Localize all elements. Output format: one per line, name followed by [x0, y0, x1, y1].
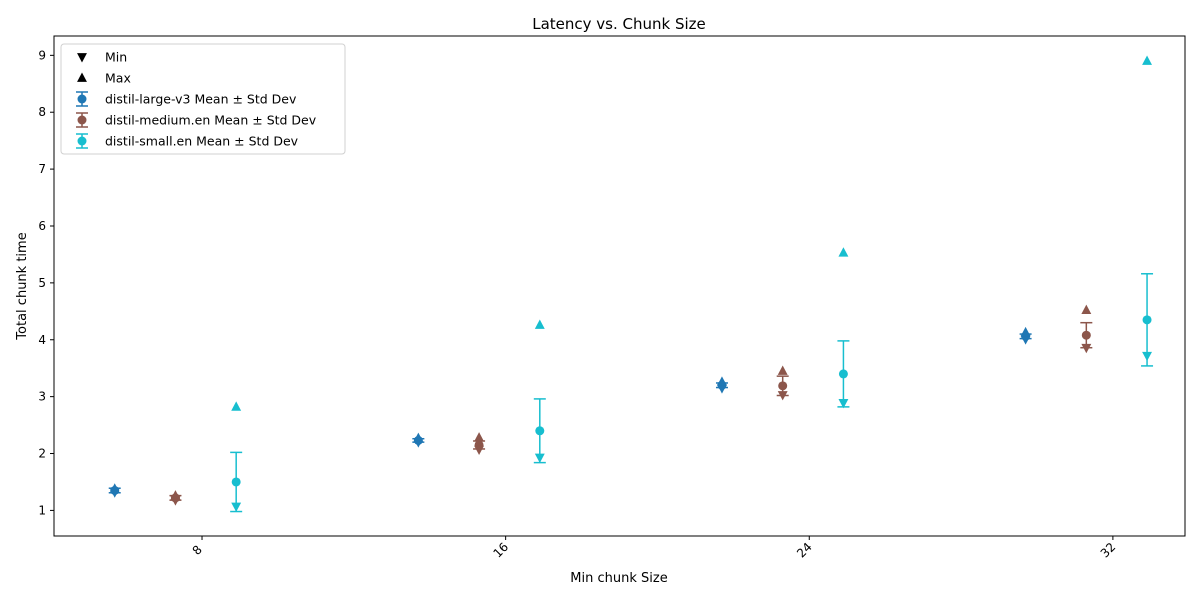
mean-point — [778, 381, 788, 391]
x-axis-label: Min chunk Size — [570, 571, 667, 586]
max-marker — [1081, 304, 1092, 315]
x-tick-label: 32 — [1098, 540, 1119, 561]
min-marker — [534, 453, 545, 464]
mean-point — [838, 369, 848, 379]
min-marker — [838, 399, 849, 409]
max-marker — [413, 432, 424, 443]
x-tick-label: 8 — [190, 543, 205, 558]
legend-max-marker — [77, 72, 87, 82]
min-marker — [1142, 351, 1152, 362]
max-marker — [534, 319, 545, 329]
y-tick-label: 5 — [38, 276, 46, 290]
max-marker — [170, 490, 181, 500]
legend-mean-point — [77, 94, 87, 104]
legend-frame — [60, 43, 346, 155]
y-axis: 1 2 3 4 5 6 7 8 9 — [38, 48, 54, 517]
x-tick-label: 16 — [490, 540, 511, 561]
y-tick-label: 7 — [38, 162, 46, 176]
x-tick-label: 24 — [794, 540, 815, 561]
max-marker — [777, 365, 788, 375]
max-marker — [717, 376, 727, 386]
mean-point — [535, 426, 545, 436]
plot-area — [108, 55, 1154, 513]
y-tick-label: 9 — [38, 48, 46, 62]
legend-mean-point — [77, 136, 87, 146]
legend-label: distil-large-v3 Mean ± Std Dev — [105, 92, 297, 107]
min-marker — [777, 391, 788, 401]
mean-point — [1142, 315, 1152, 325]
min-marker — [474, 445, 485, 456]
min-marker — [231, 502, 242, 512]
legend-mean-point — [77, 115, 87, 125]
y-tick-label: 8 — [38, 105, 46, 119]
chart-title: Latency vs. Chunk Size — [532, 15, 706, 33]
y-axis-label: Total chunk time — [15, 232, 30, 340]
y-tick-label: 3 — [38, 390, 46, 404]
max-marker — [838, 247, 849, 257]
y-tick-label: 6 — [38, 219, 46, 233]
y-tick-label: 1 — [38, 503, 46, 517]
y-tick-label: 4 — [38, 333, 46, 347]
mean-point — [231, 477, 241, 487]
legend-label: Max — [105, 71, 131, 86]
y-tick-label: 2 — [38, 447, 46, 461]
min-marker — [1081, 343, 1092, 354]
legend-min-marker — [77, 53, 87, 63]
legend: Min Max distil-large-v3 Mean ± Std Dev dist… — [60, 43, 346, 155]
x-axis: 8 16 24 32 — [190, 536, 1119, 561]
max-marker — [109, 483, 120, 493]
max-marker — [1020, 326, 1031, 337]
legend-label: Min — [105, 50, 127, 65]
min-marker — [1020, 335, 1031, 345]
max-marker — [231, 401, 242, 411]
plot-frame — [53, 35, 1186, 537]
max-marker — [1142, 55, 1152, 65]
legend-label: distil-small.en Mean ± Std Dev — [105, 134, 299, 149]
min-marker — [717, 384, 727, 394]
max-marker — [474, 432, 485, 442]
mean-point — [1081, 330, 1091, 340]
legend-label: distil-medium.en Mean ± Std Dev — [105, 113, 317, 128]
